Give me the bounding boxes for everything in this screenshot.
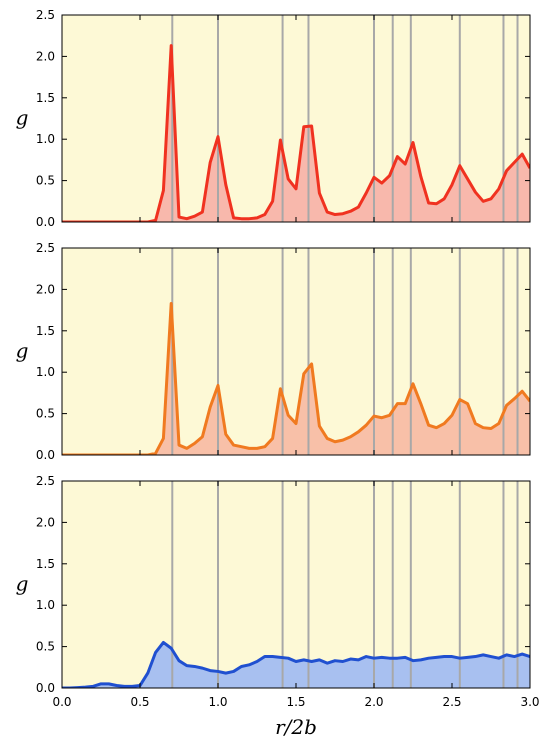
y-tick-label: 1.5 <box>36 557 55 571</box>
x-tick-label: 2.0 <box>364 695 383 709</box>
line <box>62 44 530 222</box>
plot-area <box>62 15 530 222</box>
y-tick-label: 0.5 <box>36 174 55 188</box>
y-tick-label: 1.0 <box>36 132 55 146</box>
y-axis-label: g <box>16 572 29 596</box>
x-tick-label: 3.0 <box>520 695 539 709</box>
x-tick-label: 1.5 <box>286 695 305 709</box>
y-tick-label: 2.5 <box>36 474 55 488</box>
y-tick-label: 2.0 <box>36 49 55 63</box>
area-fill <box>62 642 530 688</box>
y-tick-label: 1.0 <box>36 598 55 612</box>
x-tick-label: 0.0 <box>52 695 71 709</box>
y-tick-label: 0.5 <box>36 407 55 421</box>
plot-background <box>62 481 530 688</box>
y-tick-label: 0.0 <box>36 681 55 695</box>
plot-area <box>62 481 530 688</box>
line <box>62 301 530 455</box>
x-axis-label: r/2b <box>275 715 317 739</box>
y-tick-label: 0.0 <box>36 448 55 462</box>
y-tick-label: 0.0 <box>36 215 55 229</box>
y-tick-label: 0.5 <box>36 640 55 654</box>
y-tick-label: 1.5 <box>36 324 55 338</box>
area-fill <box>62 303 530 455</box>
y-tick-label: 2.0 <box>36 282 55 296</box>
area-fill <box>62 45 530 222</box>
x-tick-label: 2.5 <box>442 695 461 709</box>
plot-area <box>62 248 530 455</box>
y-tick-label: 2.5 <box>36 241 55 255</box>
y-tick-label: 2.5 <box>36 8 55 22</box>
x-tick-label: 1.0 <box>208 695 227 709</box>
y-tick-label: 1.5 <box>36 91 55 105</box>
x-tick-label: 0.5 <box>130 695 149 709</box>
y-axis-label: g <box>16 339 29 363</box>
y-tick-label: 1.0 <box>36 365 55 379</box>
y-tick-label: 2.0 <box>36 515 55 529</box>
y-axis-label: g <box>16 106 29 130</box>
